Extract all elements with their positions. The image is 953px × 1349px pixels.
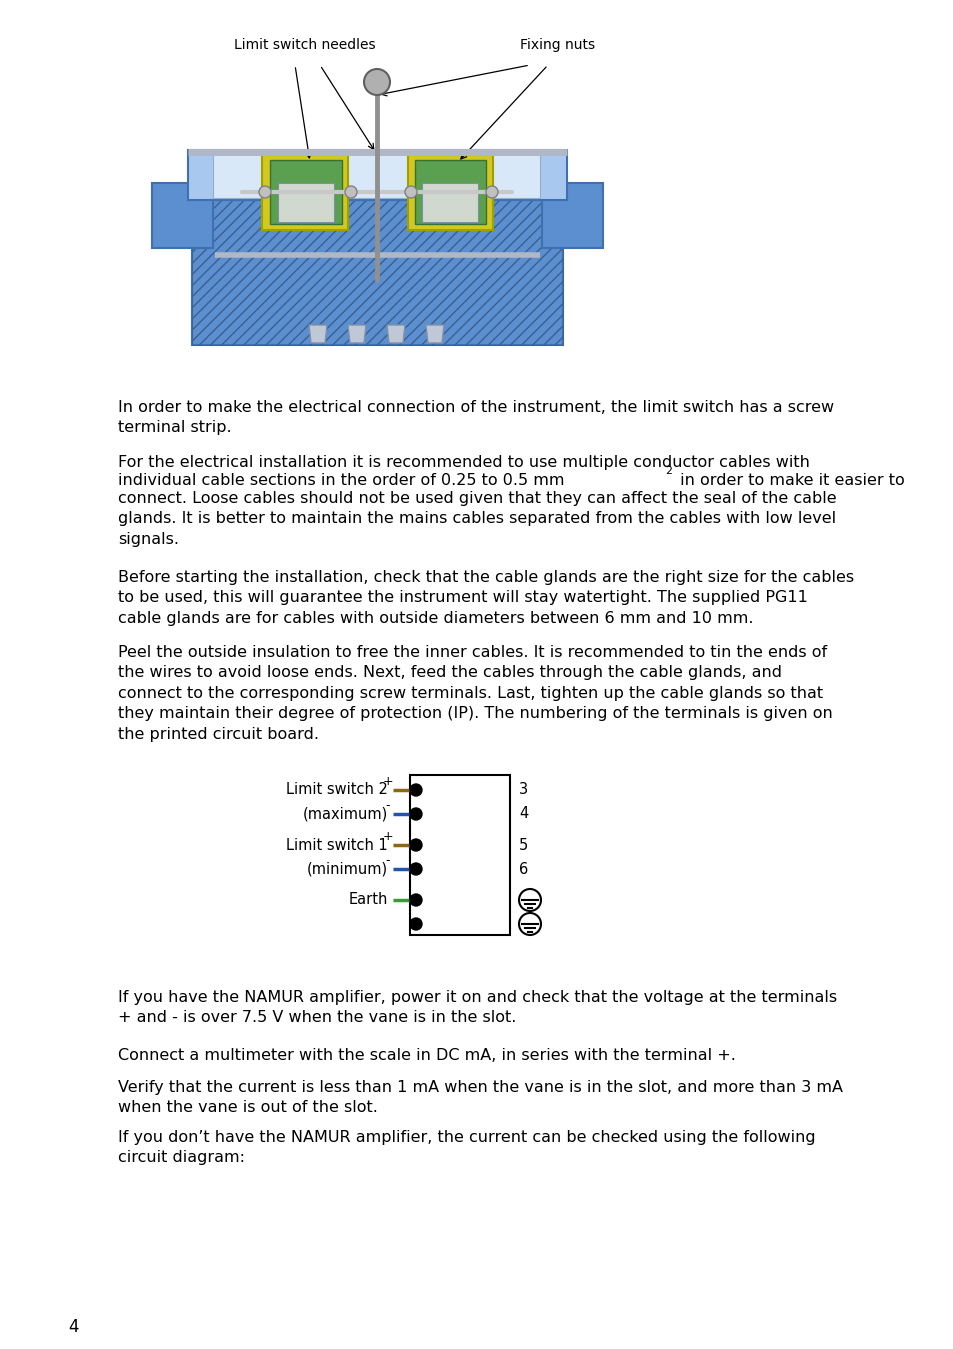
Text: Connect a multimeter with the scale in DC mA, in series with the terminal +.: Connect a multimeter with the scale in D… <box>118 1048 735 1063</box>
Circle shape <box>410 919 421 929</box>
Polygon shape <box>415 161 485 224</box>
Circle shape <box>410 808 421 820</box>
Polygon shape <box>421 183 477 223</box>
Text: 6: 6 <box>518 862 528 877</box>
Circle shape <box>345 186 356 198</box>
Text: -: - <box>385 854 390 867</box>
Polygon shape <box>188 150 566 200</box>
Polygon shape <box>348 325 366 343</box>
Text: Fixing nuts: Fixing nuts <box>520 38 595 53</box>
Polygon shape <box>152 183 213 248</box>
Text: If you have the NAMUR amplifier, power it on and check that the voltage at the t: If you have the NAMUR amplifier, power i… <box>118 990 836 1025</box>
Text: (minimum): (minimum) <box>307 862 388 877</box>
Text: Limit switch 2: Limit switch 2 <box>286 782 388 797</box>
Polygon shape <box>541 183 602 248</box>
Text: +: + <box>382 776 393 789</box>
Circle shape <box>405 186 416 198</box>
Text: Peel the outside insulation to free the inner cables. It is recommended to tin t: Peel the outside insulation to free the … <box>118 645 832 742</box>
Polygon shape <box>277 183 334 223</box>
Text: +: + <box>382 831 393 843</box>
Circle shape <box>410 863 421 876</box>
Polygon shape <box>262 155 348 229</box>
Polygon shape <box>426 325 443 343</box>
Text: In order to make the electrical connection of the instrument, the limit switch h: In order to make the electrical connecti… <box>118 401 833 436</box>
Text: connect. Loose cables should not be used given that they can affect the seal of : connect. Loose cables should not be used… <box>118 491 836 546</box>
Circle shape <box>364 69 390 94</box>
Text: If you don’t have the NAMUR amplifier, the current can be checked using the foll: If you don’t have the NAMUR amplifier, t… <box>118 1130 815 1166</box>
Circle shape <box>410 839 421 851</box>
Polygon shape <box>270 161 341 224</box>
Polygon shape <box>192 200 562 345</box>
Text: Limit switch 1: Limit switch 1 <box>286 838 388 853</box>
Bar <box>410 774 510 935</box>
Circle shape <box>518 889 540 911</box>
Polygon shape <box>387 325 405 343</box>
Text: Earth: Earth <box>348 893 388 908</box>
Text: -: - <box>385 800 390 812</box>
Polygon shape <box>408 155 493 229</box>
Text: Verify that the current is less than 1 mA when the vane is in the slot, and more: Verify that the current is less than 1 m… <box>118 1081 842 1116</box>
Text: (maximum): (maximum) <box>302 807 388 822</box>
Text: 4: 4 <box>68 1318 78 1336</box>
Circle shape <box>518 913 540 935</box>
Circle shape <box>410 894 421 907</box>
Polygon shape <box>309 325 327 343</box>
Text: individual cable sections in the order of 0.25 to 0.5 mm: individual cable sections in the order o… <box>118 473 564 488</box>
Text: Limit switch needles: Limit switch needles <box>233 38 375 53</box>
Text: 2: 2 <box>664 465 671 476</box>
Text: 4: 4 <box>518 807 528 822</box>
Circle shape <box>485 186 497 198</box>
Polygon shape <box>213 152 539 198</box>
Text: 5: 5 <box>518 838 528 853</box>
Circle shape <box>258 186 271 198</box>
Circle shape <box>410 784 421 796</box>
Text: in order to make it easier to: in order to make it easier to <box>675 473 903 488</box>
Text: 3: 3 <box>518 782 528 797</box>
Text: For the electrical installation it is recommended to use multiple conductor cabl: For the electrical installation it is re… <box>118 455 809 469</box>
Text: Before starting the installation, check that the cable glands are the right size: Before starting the installation, check … <box>118 571 853 626</box>
